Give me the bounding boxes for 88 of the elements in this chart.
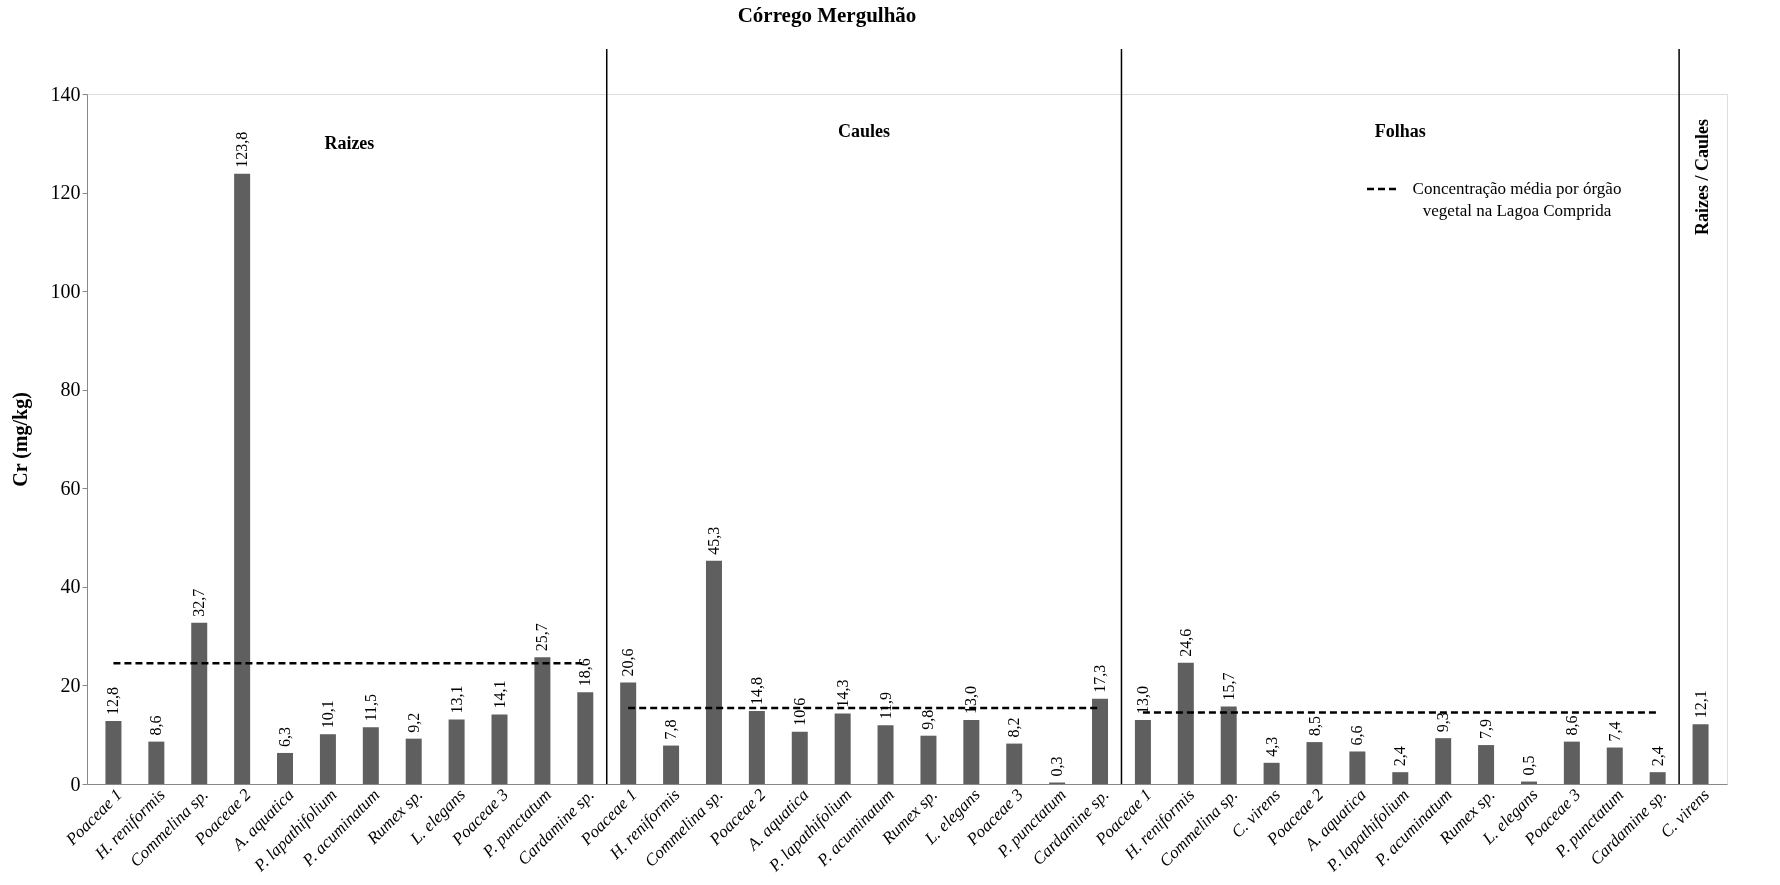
bar bbox=[791, 731, 808, 784]
data-label: 8,2 bbox=[1005, 717, 1023, 738]
y-axis-title: Cr (mg/kg) bbox=[8, 392, 32, 487]
chart-title: Córrego Mergulhão bbox=[737, 3, 917, 28]
y-tick-label: 120 bbox=[50, 181, 81, 204]
y-tick-label: 100 bbox=[50, 279, 81, 302]
data-label: 10,1 bbox=[318, 700, 336, 729]
data-label: 0,3 bbox=[1048, 756, 1066, 777]
bar bbox=[577, 692, 594, 784]
bar bbox=[1392, 772, 1409, 784]
y-tick-label: 140 bbox=[50, 82, 81, 105]
bar bbox=[491, 714, 508, 784]
data-label: 24,6 bbox=[1176, 628, 1194, 657]
data-label: 32,7 bbox=[190, 588, 208, 617]
data-label: 10,6 bbox=[790, 697, 808, 726]
legend-label: Concentração média por órgão vegetal na Lagoa Comprida bbox=[1412, 179, 1622, 220]
bar bbox=[319, 734, 336, 784]
data-label: 8,6 bbox=[1562, 715, 1580, 736]
data-label: 0,5 bbox=[1519, 755, 1537, 776]
bar bbox=[448, 719, 465, 784]
bar bbox=[877, 725, 894, 784]
data-label: 45,3 bbox=[704, 526, 722, 555]
data-label: 6,6 bbox=[1348, 725, 1366, 746]
data-label: 20,6 bbox=[619, 648, 637, 677]
bar bbox=[705, 560, 722, 784]
data-label: 14,1 bbox=[490, 680, 508, 709]
data-label: 123,8 bbox=[233, 131, 251, 168]
bar bbox=[1606, 747, 1623, 784]
bar bbox=[1349, 751, 1366, 784]
bar bbox=[748, 711, 765, 784]
y-tick-label: 0 bbox=[70, 772, 81, 795]
data-label: 13,0 bbox=[1133, 685, 1151, 714]
data-label: 25,7 bbox=[533, 623, 551, 652]
bar bbox=[277, 752, 294, 784]
data-label: 12,8 bbox=[104, 686, 122, 715]
data-label: 9,8 bbox=[919, 709, 937, 730]
data-label: 11,5 bbox=[361, 693, 379, 722]
y-tick-label: 40 bbox=[60, 575, 81, 598]
data-label: 8,6 bbox=[147, 715, 165, 736]
data-label: 14,3 bbox=[833, 679, 851, 708]
bar bbox=[963, 719, 980, 784]
data-label: 12,1 bbox=[1691, 690, 1709, 719]
data-label: 7,8 bbox=[662, 719, 680, 740]
bar bbox=[1263, 762, 1280, 784]
data-label: 2,4 bbox=[1648, 746, 1666, 767]
y-tick-label: 60 bbox=[60, 476, 81, 499]
bar bbox=[1649, 772, 1666, 784]
annotation: Raizes bbox=[324, 133, 375, 153]
data-label: 9,3 bbox=[1434, 712, 1452, 733]
data-label: 6,3 bbox=[276, 726, 294, 747]
bar bbox=[105, 720, 122, 784]
bar bbox=[234, 173, 251, 784]
data-label: 18,6 bbox=[576, 658, 594, 687]
annotation: Folhas bbox=[1374, 121, 1426, 141]
data-label: 14,8 bbox=[747, 677, 765, 706]
data-label: 17,3 bbox=[1091, 664, 1109, 693]
y-tick-label: 80 bbox=[60, 378, 81, 401]
data-label: 7,4 bbox=[1605, 721, 1623, 742]
bar bbox=[1478, 745, 1495, 784]
bar bbox=[1692, 724, 1709, 784]
data-label: 2,4 bbox=[1391, 746, 1409, 767]
bar bbox=[620, 682, 637, 784]
bar bbox=[1092, 698, 1109, 784]
data-label: 13,1 bbox=[447, 685, 465, 714]
bar bbox=[148, 741, 165, 784]
bar bbox=[1563, 741, 1580, 784]
data-label: 13,0 bbox=[962, 685, 980, 714]
data-label: 8,5 bbox=[1305, 716, 1323, 737]
bar bbox=[1220, 706, 1237, 784]
bar bbox=[1177, 662, 1194, 784]
bar bbox=[920, 735, 937, 784]
data-label: 15,7 bbox=[1219, 672, 1237, 701]
bar bbox=[1306, 742, 1323, 784]
bar bbox=[1134, 719, 1151, 784]
data-label: 9,2 bbox=[404, 712, 422, 733]
bar bbox=[405, 738, 422, 784]
data-label: 7,9 bbox=[1477, 719, 1495, 740]
data-label: 4,3 bbox=[1262, 736, 1280, 757]
annotation: Raizes / Caules bbox=[1691, 119, 1712, 235]
bar bbox=[663, 745, 680, 784]
bar bbox=[191, 622, 208, 784]
annotation: Caules bbox=[838, 121, 891, 141]
bar bbox=[1435, 738, 1452, 784]
bar bbox=[534, 657, 551, 784]
bar bbox=[834, 713, 851, 784]
bar bbox=[362, 727, 379, 784]
y-tick-label: 20 bbox=[60, 673, 81, 696]
bar bbox=[1006, 743, 1023, 784]
